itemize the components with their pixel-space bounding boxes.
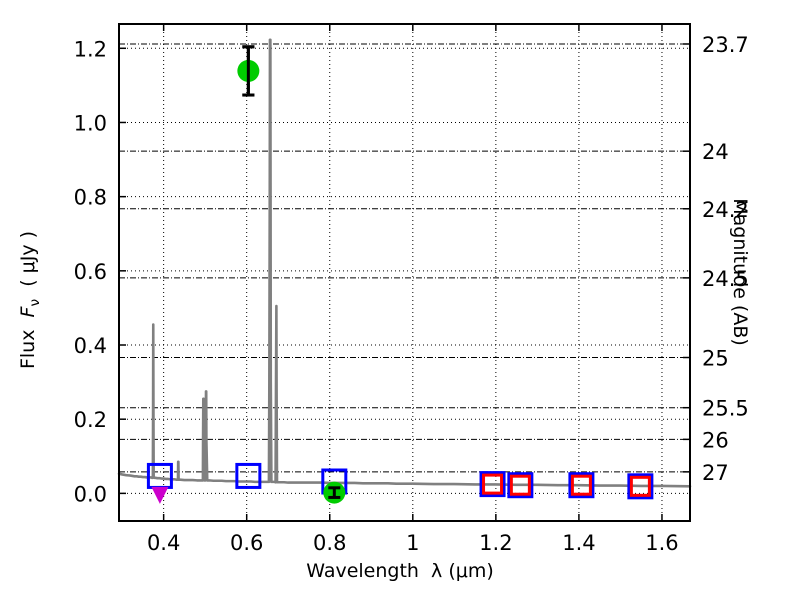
right-axis-title-text: Magnitude (AB) — [729, 198, 751, 346]
y-axis-title: Flux Fν ( μJy ) — [0, 0, 60, 600]
y2-tick-label-2: 24.2 — [702, 198, 749, 222]
marker-observed-photometry-red-2 — [570, 474, 592, 496]
y2-tick-label-7: 27 — [702, 461, 729, 485]
marker-model-photometry-5 — [568, 472, 595, 499]
grid-layer — [119, 24, 690, 521]
y-tick-label-5: 1.0 — [74, 111, 107, 135]
x-tick-label-6: 1.6 — [645, 531, 678, 555]
right-axis-title: Magnitude (AB) — [710, 2, 770, 542]
marker-model-photometry-6 — [627, 473, 654, 500]
y-tick-label-4: 0.8 — [74, 186, 107, 210]
y2-tick-label-3: 24.5 — [702, 267, 749, 291]
spectrum-line — [117, 38, 692, 488]
marker-observed-photometry-red-1 — [509, 474, 531, 496]
y2-tick-label-4: 25 — [702, 347, 729, 371]
y2-tick-label-6: 26 — [702, 428, 729, 452]
y2-tick-label-0: 23.7 — [702, 33, 749, 57]
y-tick-label-3: 0.6 — [74, 260, 107, 284]
axis-ticks — [119, 24, 690, 521]
marker-upper-limit-0 — [151, 486, 169, 504]
x-tick-label-3: 1 — [406, 531, 419, 555]
x-tick-label-4: 1.2 — [479, 531, 512, 555]
marker-observed-photometry-red-0 — [482, 473, 504, 495]
marker-model-photometry-3 — [479, 471, 506, 498]
x-tick-label-2: 0.8 — [313, 531, 346, 555]
spectrum-path — [117, 38, 692, 488]
data-markers — [146, 45, 654, 504]
y-tick-label-6: 1.2 — [74, 37, 107, 61]
x-tick-label-0: 0.4 — [147, 531, 180, 555]
marker-observed-photometry-red-3 — [629, 475, 651, 497]
y-tick-label-1: 0.2 — [74, 408, 107, 432]
y2-tick-label-1: 24 — [702, 140, 729, 164]
plot-frame — [118, 23, 691, 522]
x-tick-label-1: 0.6 — [230, 531, 263, 555]
marker-model-photometry-4 — [507, 472, 534, 499]
y-tick-label-2: 0.4 — [74, 334, 107, 358]
y2-tick-label-5: 25.5 — [702, 397, 749, 421]
marker-model-photometry-1 — [235, 462, 262, 489]
axis-tick-labels: 0.4 0.6 0.8 1 1.2 1.4 1.6 0.0 0.2 0.4 0.6 0.8 1.0 1.2… — [74, 33, 749, 555]
y-tick-label-0: 0.0 — [74, 482, 107, 506]
axes-frame — [118, 23, 691, 522]
y-axis-title-text: Flux Fν ( μJy ) — [17, 230, 43, 370]
x-tick-label-5: 1.4 — [562, 531, 595, 555]
x-axis-title: Wavelength λ (μm) — [306, 560, 494, 582]
